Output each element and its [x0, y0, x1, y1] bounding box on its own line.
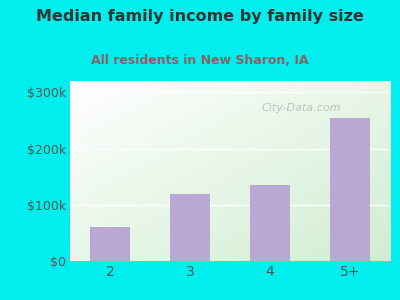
Bar	[170, 194, 210, 261]
Bar	[250, 185, 290, 261]
Text: City-Data.com: City-Data.com	[262, 103, 342, 112]
Bar	[90, 227, 130, 261]
Text: All residents in New Sharon, IA: All residents in New Sharon, IA	[91, 54, 309, 67]
Bar	[330, 118, 370, 261]
Text: Median family income by family size: Median family income by family size	[36, 9, 364, 24]
